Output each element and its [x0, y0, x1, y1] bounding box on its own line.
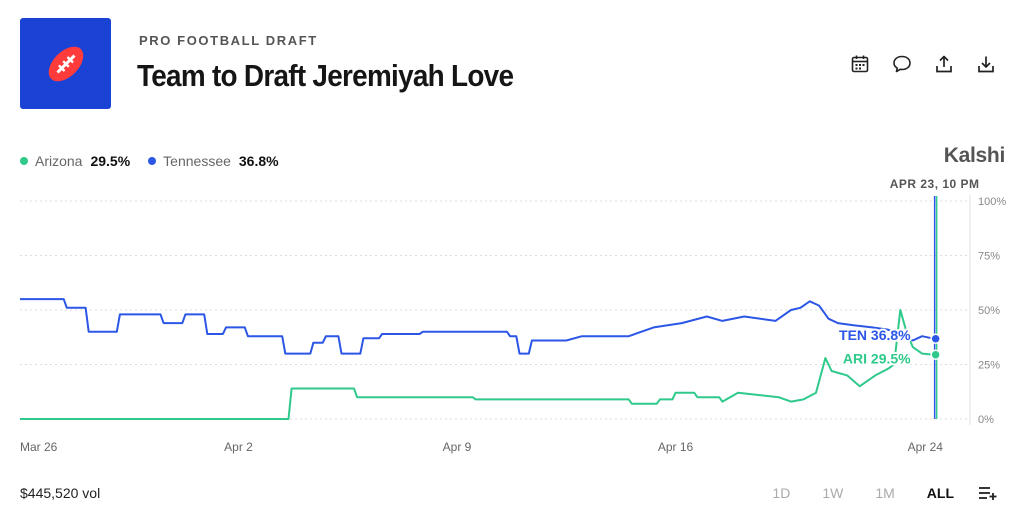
range-1d-button[interactable]: 1D [772, 485, 791, 501]
football-logo [20, 18, 111, 109]
kalshi-brand-logo: Kalshi [943, 144, 1006, 167]
share-icon [936, 55, 952, 73]
legend-dot-tennessee [148, 157, 157, 165]
x-tick-label: Apr 24 [908, 440, 944, 454]
comment-button[interactable] [890, 52, 914, 76]
series-line-tennessee [20, 298, 935, 355]
range-selector: 1D 1W 1M ALL [740, 484, 1000, 502]
x-tick-label: Apr 2 [224, 440, 253, 454]
chart-hover: APR 23, 10 PM TEN 36.8% ARI 29.5% [837, 177, 980, 419]
legend-item-arizona[interactable]: Arizona 29.5% [20, 153, 130, 169]
page-title: Team to Draft Jeremiyah Love [137, 58, 514, 93]
comment-icon [893, 55, 911, 73]
add-series-button[interactable] [978, 484, 1000, 502]
volume-label: $445,520 vol [20, 485, 101, 501]
x-tick-label: Apr 16 [658, 440, 694, 454]
hover-point-arizona [930, 349, 941, 360]
hover-point-tennessee [930, 333, 941, 345]
chart-legend: Arizona 29.5% Tennessee 36.8% [20, 153, 297, 169]
y-tick-label: 75% [978, 251, 1000, 263]
legend-value-tennessee: 36.8% [238, 153, 279, 169]
price-chart[interactable]: 100% 75% 50% 25% 0% Mar 26 Apr 2 Apr 9 Apr 16 Apr… [0, 0, 1024, 470]
download-button[interactable] [974, 52, 998, 76]
y-tick-label: 50% [978, 305, 1000, 317]
calendar-button[interactable] [848, 52, 872, 76]
series-line-arizona [20, 309, 935, 420]
range-all-button[interactable]: ALL [926, 485, 954, 501]
market-category: PRO FOOTBALL DRAFT [139, 33, 318, 48]
y-tick-label: 0% [978, 414, 994, 426]
chart-grid [20, 200, 970, 420]
x-tick-label: Mar 26 [20, 440, 58, 454]
y-tick-label: 25% [978, 360, 1000, 372]
toolbar [848, 52, 998, 76]
list-add-icon [979, 487, 997, 500]
hover-label-tennessee: TEN 36.8% [839, 327, 911, 343]
football-icon [48, 46, 83, 81]
y-tick-label: 100% [978, 196, 1006, 208]
legend-value-arizona: 29.5% [90, 153, 131, 169]
legend-item-tennessee[interactable]: Tennessee 36.8% [148, 153, 279, 169]
legend-dot-arizona [20, 157, 28, 165]
hover-label-arizona: ARI 29.5% [843, 351, 911, 367]
calendar-icon [851, 55, 869, 73]
range-1w-button[interactable]: 1W [822, 485, 844, 501]
download-icon [978, 56, 994, 73]
legend-label-arizona: Arizona [35, 153, 83, 169]
legend-label-tennessee: Tennessee [163, 153, 231, 169]
chart-series [20, 298, 935, 420]
chart-axes: 100% 75% 50% 25% 0% Mar 26 Apr 2 Apr 9 Apr 16 Apr… [20, 195, 1006, 454]
range-1m-button[interactable]: 1M [875, 485, 895, 501]
share-button[interactable] [932, 52, 956, 76]
hover-date-label: APR 23, 10 PM [890, 177, 980, 191]
x-tick-label: Apr 9 [443, 440, 472, 454]
